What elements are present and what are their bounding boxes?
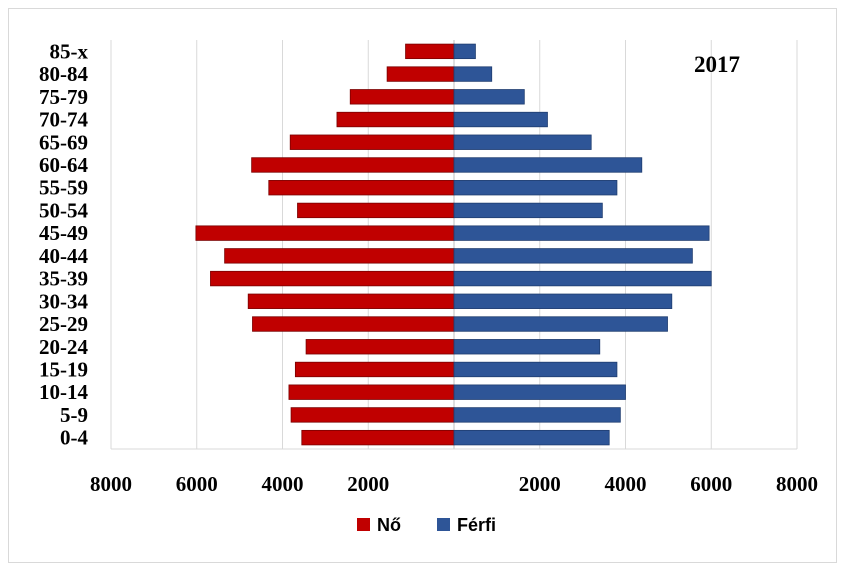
x-tick-label: 4000 [262,472,304,496]
bar-ferfi-55-59 [453,180,618,196]
bar-ferfi-10-14 [453,384,626,400]
category-label: 25-29 [39,312,88,336]
bar-no-60-64 [251,157,455,173]
legend: Nő Férfi [357,515,496,535]
legend-label-ferfi: Férfi [457,515,496,535]
category-label: 85-x [50,39,89,63]
chart-title: 2017 [694,52,740,77]
category-label: 75-79 [39,85,88,109]
bar-no-15-19 [294,361,455,378]
category-label: 20-24 [39,335,88,359]
x-tick-label: 6000 [690,472,732,496]
legend-label-no: Nő [377,515,401,535]
category-label: 10-14 [39,380,88,404]
bar-no-45-49 [195,225,455,241]
bars [195,43,712,446]
bar-ferfi-25-29 [453,316,668,332]
bar-no-65-69 [289,134,455,150]
category-label: 50-54 [39,198,88,222]
category-label: 5-9 [60,403,88,427]
bar-no-40-44 [224,248,455,264]
x-tick-labels: 8000 6000 4000 2000 2000 4000 6000 8000 [90,472,818,496]
x-tick-label: 6000 [176,472,218,496]
bar-ferfi-35-39 [453,270,712,287]
bar-ferfi-75-79 [453,89,525,105]
category-labels: 0-45-910-1415-1920-2425-2930-3435-3940-4… [39,39,88,449]
bar-ferfi-65-69 [453,134,592,150]
bar-ferfi-5-9 [453,407,621,423]
bar-ferfi-60-64 [453,157,643,173]
chart-frame [8,8,837,563]
bar-no-80-84 [386,66,455,82]
category-label: 0-4 [60,426,88,450]
x-tick-label: 2000 [347,472,389,496]
bar-no-35-39 [210,270,455,287]
category-label: 35-39 [39,267,88,291]
category-label: 60-64 [39,153,88,177]
bar-ferfi-40-44 [453,248,693,264]
bar-no-20-24 [305,339,455,355]
bar-no-5-9 [290,407,455,423]
bar-no-0-4 [301,429,455,446]
bar-ferfi-85-x [453,43,476,60]
x-tick-label: 8000 [776,472,818,496]
bar-no-25-29 [252,316,455,332]
category-label: 15-19 [39,357,88,381]
legend-swatch-ferfi [437,518,450,531]
x-tick-label: 8000 [90,472,132,496]
bar-no-75-79 [349,89,455,105]
category-label: 70-74 [39,108,88,132]
category-label: 30-34 [39,289,88,313]
x-tick-label: 2000 [519,472,561,496]
bar-ferfi-45-49 [453,225,710,241]
category-label: 65-69 [39,130,88,154]
bar-no-30-34 [247,293,455,309]
bar-ferfi-30-34 [453,293,673,309]
bar-ferfi-50-54 [453,202,603,219]
legend-swatch-no [357,518,370,531]
bar-ferfi-80-84 [453,66,493,82]
bar-ferfi-20-24 [453,339,601,355]
bar-no-50-54 [297,202,455,219]
bar-no-10-14 [288,384,455,400]
category-label: 40-44 [39,244,88,268]
category-label: 55-59 [39,176,88,200]
x-tick-label: 4000 [605,472,647,496]
bar-ferfi-15-19 [453,361,618,378]
gridlines [110,40,798,450]
bar-ferfi-70-74 [453,111,548,128]
bar-no-70-74 [336,111,455,128]
bar-no-55-59 [268,180,455,196]
category-label: 45-49 [39,221,88,245]
category-label: 80-84 [39,62,88,86]
bar-no-85-x [405,43,455,60]
bar-ferfi-0-4 [453,429,610,446]
